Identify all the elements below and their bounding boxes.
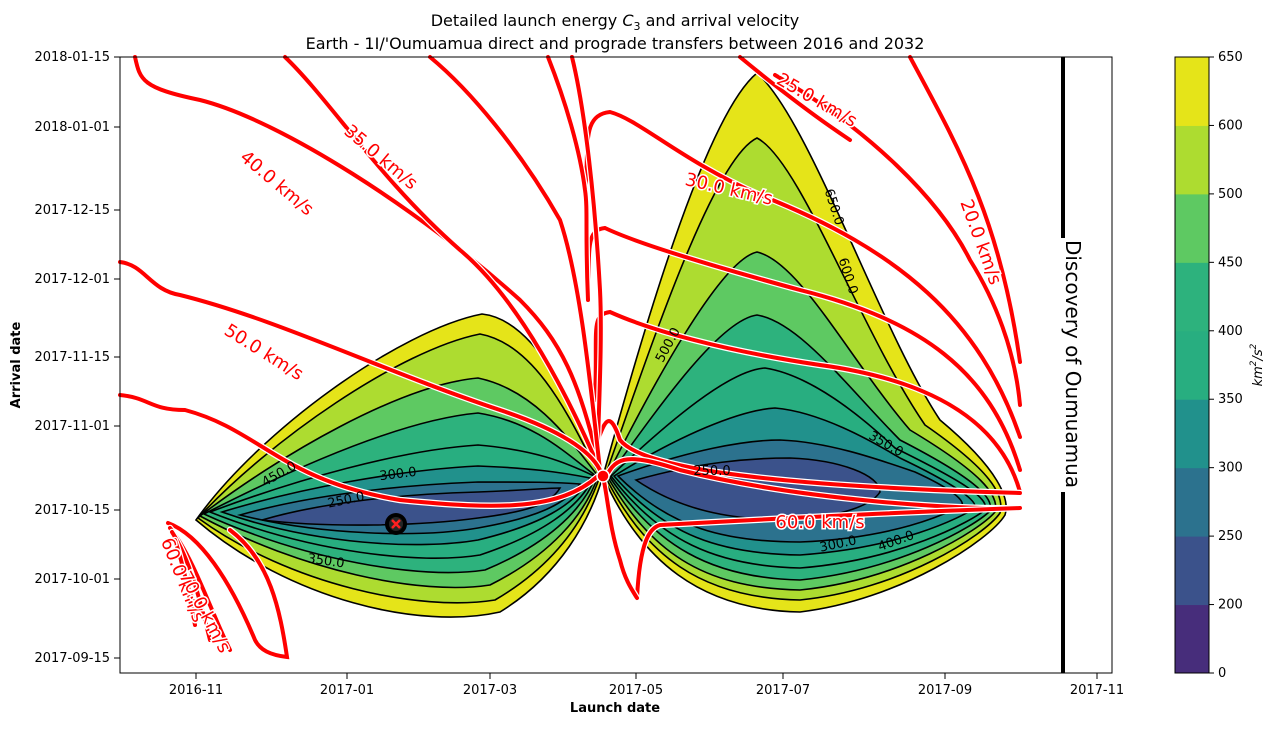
- chart-subtitle: Earth - 1I/'Oumuamua direct and prograde…: [306, 34, 925, 53]
- discovery-label: Discovery of Oumuamua: [1061, 240, 1085, 488]
- velocity-contour-label: 60.0 km/s: [775, 512, 864, 533]
- x-tick-label: 2017-09: [918, 683, 972, 698]
- colorbar-tick-label: 400: [1218, 324, 1243, 339]
- c3-contour-line: [616, 439, 964, 543]
- velocity-contour-line: [546, 55, 590, 302]
- colorbar-segment: [1175, 399, 1209, 469]
- colorbar-segment: [1175, 604, 1209, 674]
- c3-contour-label: 300.0: [379, 465, 418, 484]
- y-tick-label: 2017-12-01: [34, 272, 110, 287]
- colorbar-segment: [1175, 330, 1209, 400]
- chart-title: Detailed launch energy C3 and arrival ve…: [431, 11, 800, 33]
- discovery-annotation: Discovery of Oumuamua: [1061, 57, 1085, 673]
- colorbar-tick-label: 0: [1218, 666, 1226, 681]
- velocity-contour-line: [166, 521, 290, 660]
- velocity-contour-line: [133, 55, 602, 472]
- colorbar-segment: [1175, 262, 1209, 332]
- x-tick-label: 2017-01: [320, 683, 374, 698]
- colorbar-label: km2/s2: [1249, 343, 1266, 386]
- c3-contour-label: 250.0: [693, 464, 730, 479]
- c3-contour-lines: [194, 71, 1007, 618]
- velocity-contour-line: [428, 55, 602, 472]
- c3-contour-line: [608, 314, 992, 581]
- colorbar-segment: [1175, 467, 1209, 537]
- c3-contour-line: [219, 465, 592, 546]
- x-axis-label: Launch date: [570, 701, 660, 716]
- velocity-contour-line: [583, 109, 1022, 439]
- velocity-contour-line: [601, 474, 639, 600]
- colorbar-frame: [1174, 56, 1210, 674]
- c3-contour-band: [262, 488, 560, 526]
- c3-contour-line: [609, 367, 987, 569]
- velocity-contour-line: [118, 393, 600, 508]
- c3-contour-line: [634, 457, 881, 521]
- y-tick-label: 2018-01-15: [34, 50, 110, 65]
- colorbar-segment: [1175, 125, 1209, 195]
- y-tick-label: 2017-10-15: [34, 503, 110, 518]
- y-tick-label: 2018-01-01: [34, 120, 110, 135]
- velocity-contour-line: [283, 55, 602, 472]
- velocity-contour-line: [173, 538, 197, 627]
- y-tick-label: 2017-09-15: [34, 651, 110, 666]
- velocity-contour-line: [570, 55, 603, 442]
- x-tick-label: 2016-11: [169, 683, 223, 698]
- c3-contour-line: [604, 137, 1002, 601]
- colorbar-tick-label: 350: [1218, 392, 1243, 407]
- plot-frame: [119, 56, 1113, 674]
- velocity-contour-line: [738, 55, 852, 142]
- colorbar-tick-label: 500: [1218, 187, 1243, 202]
- y-axis: 2018-01-15 2018-01-01 2017-12-15 2017-12-01…: [34, 50, 120, 666]
- y-tick-label: 2017-11-01: [34, 419, 110, 434]
- c3-contour-line: [236, 481, 582, 535]
- x-tick-label: 2017-11: [1070, 683, 1124, 698]
- x-tick-label: 2017-03: [463, 683, 517, 698]
- velocity-contour-lines: [116, 53, 1024, 661]
- y-axis-label: Arrival date: [9, 321, 24, 408]
- y-tick-label: 2017-10-01: [34, 572, 110, 587]
- colorbar: 0 200 250 300 350 400 450 500 600 650: [1174, 50, 1243, 681]
- singularity-point: [596, 469, 610, 483]
- colorbar-segment: [1175, 193, 1209, 263]
- c3-contour-label: 350.0: [306, 551, 345, 571]
- c3-contour-line: [612, 407, 976, 556]
- colorbar-tick-label: 300: [1218, 461, 1243, 476]
- x-axis: 2016-11 2017-01 2017-03 2017-05 2017-07 2017-…: [169, 673, 1124, 698]
- y-tick-label: 2017-12-15: [34, 203, 110, 218]
- velocity-contour-line: [118, 260, 602, 472]
- colorbar-segment: [1175, 536, 1209, 606]
- velocity-contour-line: [773, 73, 1022, 407]
- velocity-contour-line: [908, 55, 1022, 364]
- x-tick-label: 2017-07: [756, 683, 810, 698]
- x-tick-label: 2017-05: [609, 683, 663, 698]
- y-tick-label: 2017-11-15: [34, 350, 110, 365]
- colorbar-tick-label: 600: [1218, 118, 1243, 133]
- colorbar-tick-label: 250: [1218, 529, 1243, 544]
- velocity-contour-line: [635, 506, 1022, 600]
- colorbar-segment: [1175, 57, 1209, 126]
- optimum-marker: [385, 513, 407, 535]
- velocity-contour-line: [596, 419, 1022, 495]
- colorbar-tick-label: 450: [1218, 255, 1243, 270]
- colorbar-tick-label: 200: [1218, 598, 1243, 613]
- colorbar-tick-label: 650: [1218, 50, 1243, 65]
